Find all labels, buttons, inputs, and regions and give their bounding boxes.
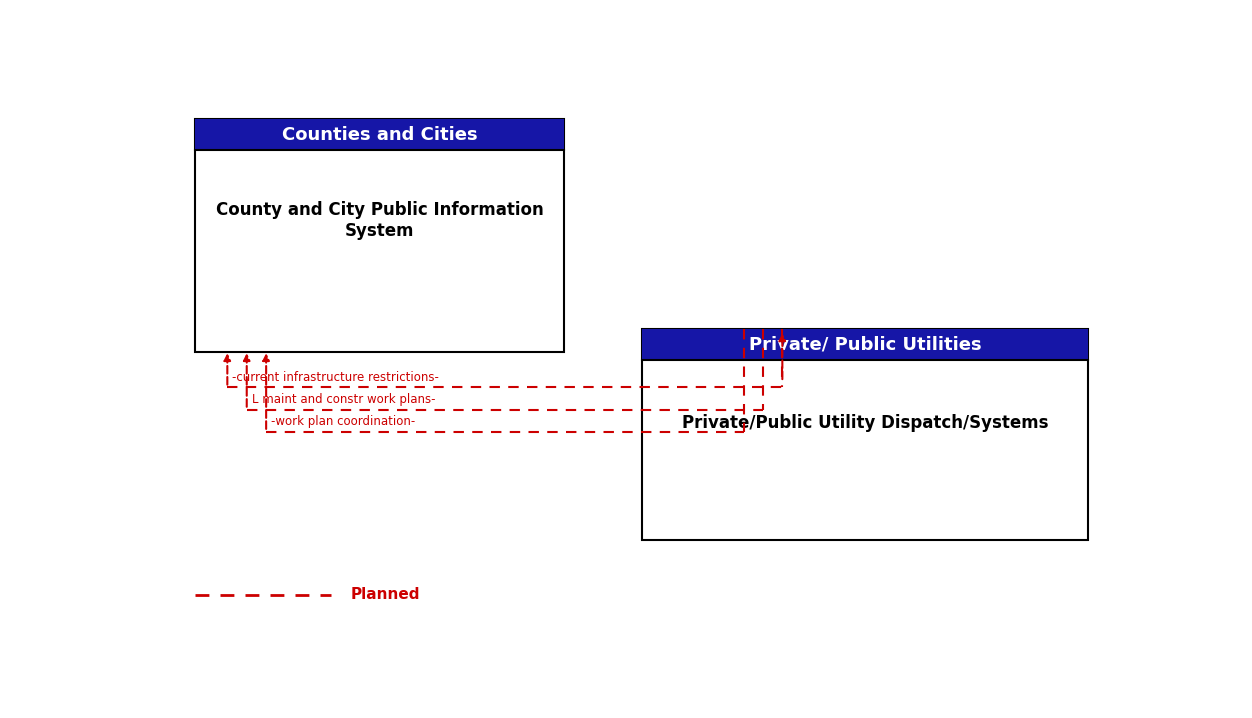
Text: -work plan coordination-: -work plan coordination- bbox=[270, 415, 416, 428]
Bar bbox=[195, 119, 563, 352]
Text: Private/ Public Utilities: Private/ Public Utilities bbox=[749, 335, 982, 354]
Text: -current infrastructure restrictions-: -current infrastructure restrictions- bbox=[232, 370, 439, 383]
Bar bbox=[641, 330, 1088, 539]
Text: L maint and constr work plans-: L maint and constr work plans- bbox=[252, 393, 436, 406]
Text: Private/Public Utility Dispatch/Systems: Private/Public Utility Dispatch/Systems bbox=[681, 414, 1048, 432]
Text: County and City Public Information
System: County and City Public Information Syste… bbox=[215, 201, 543, 240]
Bar bbox=[641, 330, 1088, 360]
Text: Planned: Planned bbox=[351, 587, 421, 602]
Bar bbox=[195, 119, 563, 150]
Text: Counties and Cities: Counties and Cities bbox=[282, 126, 477, 144]
